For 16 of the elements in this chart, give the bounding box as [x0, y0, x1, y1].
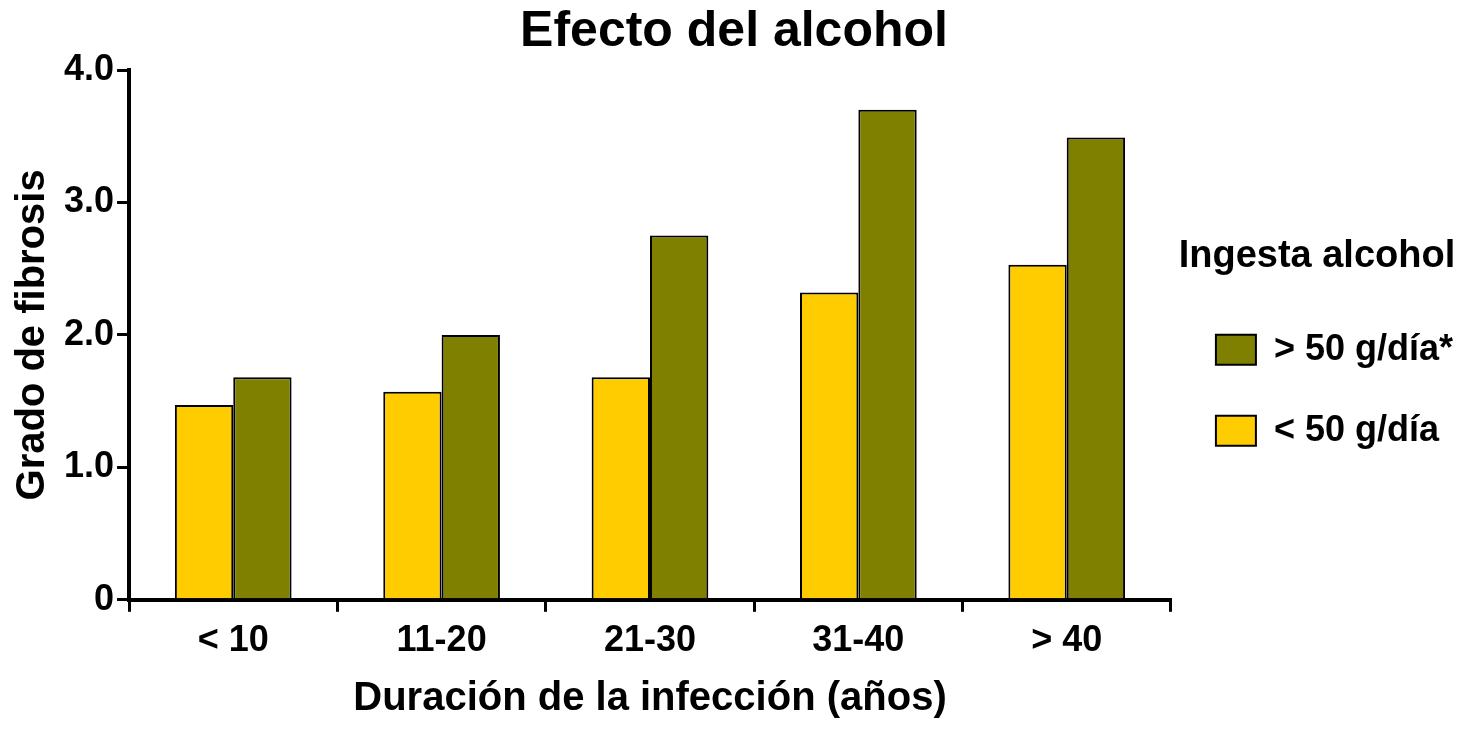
chart-title: Efecto del alcohol	[520, 0, 948, 57]
x-tick-label: < 10	[197, 618, 269, 660]
legend-title: Ingesta alcohol	[1178, 232, 1456, 275]
y-tick-label: 2.0	[64, 311, 115, 353]
x-tick-label: 21-30	[603, 618, 697, 660]
y-tick-label: 4.0	[64, 46, 115, 88]
x-tick-label: 31-40	[812, 618, 905, 660]
x-axis-title: Duración de la infección (años)	[353, 674, 947, 719]
legend-label: > 50 g/día*	[1273, 326, 1454, 368]
y-tick-label: 1.0	[64, 444, 115, 486]
y-axis-title: Grado de fibrosis	[8, 169, 53, 501]
y-tick-label: 3.0	[64, 179, 115, 221]
legend-label: < 50 g/día	[1273, 407, 1440, 449]
x-tick-label: 11-20	[396, 618, 487, 660]
y-tick-label: 0	[94, 576, 115, 618]
x-tick-label: > 40	[1031, 618, 1103, 660]
